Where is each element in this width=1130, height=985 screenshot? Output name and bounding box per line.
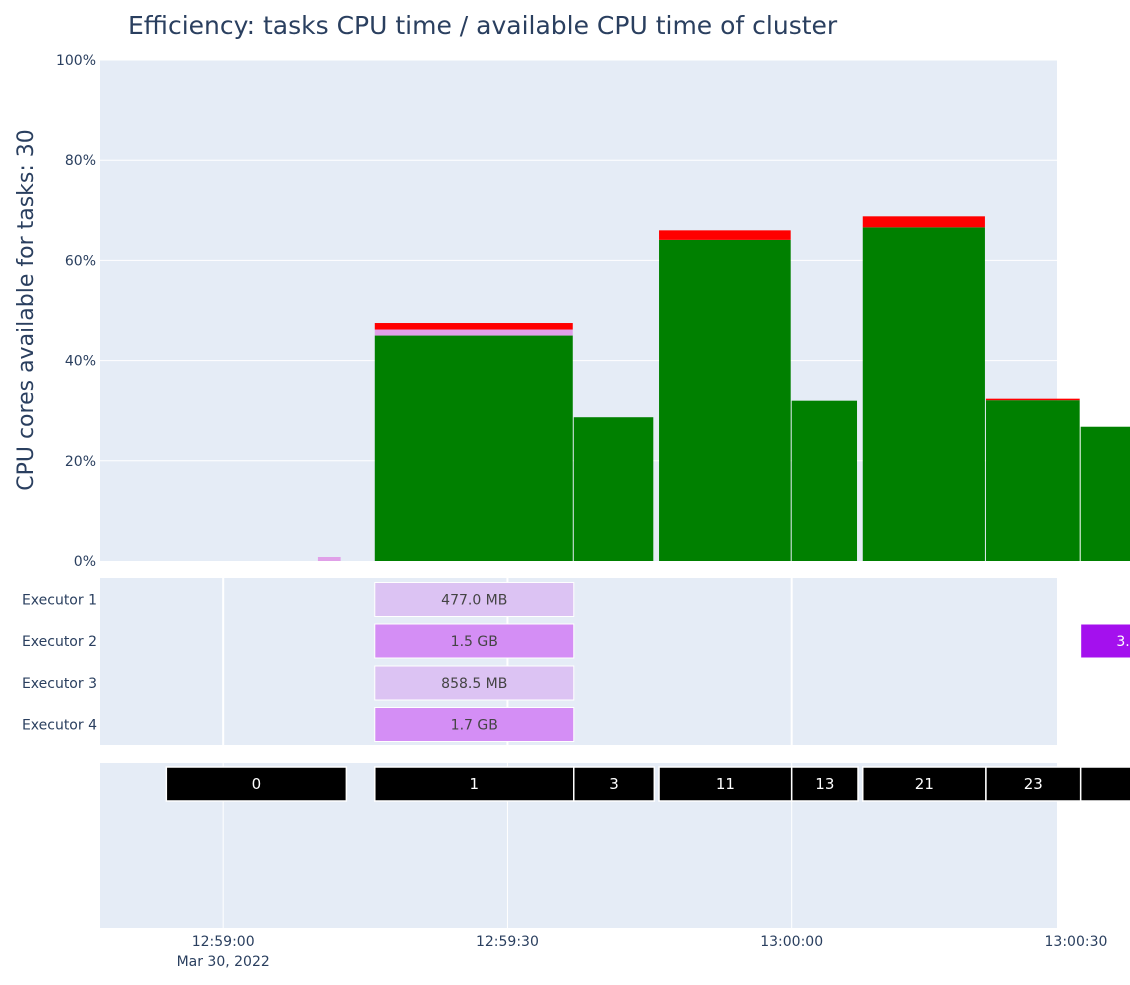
executor-memory-block bbox=[374, 582, 575, 617]
task-label: 0 bbox=[252, 775, 262, 793]
task-label: 11 bbox=[716, 775, 735, 793]
cpu-bar bbox=[862, 227, 985, 562]
executor-memory-block bbox=[1080, 623, 1130, 659]
y-axis-label: CPU cores available for tasks: 30 bbox=[14, 129, 39, 491]
executor-memory-label: 1.7 GB bbox=[451, 718, 498, 734]
other-bar bbox=[317, 556, 341, 561]
cpu-bar bbox=[791, 400, 858, 561]
executor-memory-label: 3.6 GB bbox=[1116, 634, 1130, 650]
overhead-bar bbox=[374, 323, 573, 330]
efficiency-y-ticks: 0% 20% 40% 60% 80% 100% bbox=[56, 53, 96, 570]
executor-memory-label: 858.5 MB bbox=[441, 676, 507, 692]
time-axis-ticks: 12:59:00 Mar 30, 2022 12:59:30 13:00:00 13:0… bbox=[177, 934, 1108, 970]
task-label: 21 bbox=[915, 775, 934, 793]
other-bar bbox=[374, 329, 573, 336]
task-block bbox=[573, 766, 656, 802]
cpu-bar bbox=[659, 239, 791, 561]
y-tick-label: 20% bbox=[65, 454, 96, 470]
efficiency-bars bbox=[317, 216, 1130, 562]
y-tick-label: 60% bbox=[65, 253, 96, 269]
executor-labels: Executor 1 Executor 2 Executor 3 Executor 4 bbox=[22, 593, 97, 734]
task-label: 13 bbox=[815, 775, 834, 793]
task-label: 23 bbox=[1024, 775, 1043, 793]
overhead-bar bbox=[985, 398, 1080, 401]
overhead-bar bbox=[862, 216, 985, 228]
executor-memory-block bbox=[374, 665, 575, 701]
task-block bbox=[658, 766, 793, 802]
task-label: 3 bbox=[609, 775, 619, 793]
cpu-bar bbox=[985, 400, 1080, 561]
cpu-bar bbox=[374, 335, 573, 561]
y-tick-label: 40% bbox=[65, 354, 96, 370]
task-block bbox=[165, 766, 348, 802]
y-tick-label: 0% bbox=[74, 554, 96, 570]
executor-memory-block bbox=[374, 623, 575, 659]
executor-memory-label: 1.5 GB bbox=[451, 634, 498, 650]
executor-label: Executor 4 bbox=[22, 718, 97, 734]
task-block bbox=[1079, 766, 1130, 802]
y-tick-label: 100% bbox=[56, 53, 96, 69]
executor-label: Executor 1 bbox=[22, 593, 97, 609]
cpu-bar bbox=[573, 417, 654, 561]
executor-memory-block bbox=[374, 707, 575, 742]
task-blocks: 0131113212326364652373941 bbox=[165, 766, 1130, 802]
task-timeline-panel: 0131113212326364652373941 bbox=[100, 763, 1130, 928]
x-tick-label: 12:59:00 bbox=[192, 934, 255, 950]
y-tick-label: 80% bbox=[65, 153, 96, 169]
task-label: 1 bbox=[469, 775, 479, 793]
efficiency-panel: 0% 20% 40% 60% 80% 100% CPU cores available f… bbox=[14, 53, 1130, 570]
x-tick-date-label: Mar 30, 2022 bbox=[177, 954, 270, 970]
executor-label: Executor 3 bbox=[22, 676, 97, 692]
executor-label: Executor 2 bbox=[22, 634, 97, 650]
cpu-bar bbox=[1080, 426, 1130, 561]
task-block bbox=[985, 766, 1082, 802]
chart-title: Efficiency: tasks CPU time / available C… bbox=[128, 11, 838, 40]
task-block bbox=[790, 766, 859, 802]
executor-plot-background bbox=[100, 578, 1057, 745]
x-tick-label: 12:59:30 bbox=[476, 934, 539, 950]
executor-memory-panel: 477.0 MB 1.5 GB 3.6 GB 858.5 MB 1.7 GB Execu… bbox=[22, 578, 1130, 745]
executor-memory-blocks: 477.0 MB 1.5 GB 3.6 GB 858.5 MB 1.7 GB bbox=[374, 582, 1130, 742]
x-tick-label: 13:00:00 bbox=[760, 934, 823, 950]
executor-memory-label: 477.0 MB bbox=[441, 593, 507, 609]
x-tick-label: 13:00:30 bbox=[1045, 934, 1108, 950]
overhead-bar bbox=[659, 230, 791, 240]
